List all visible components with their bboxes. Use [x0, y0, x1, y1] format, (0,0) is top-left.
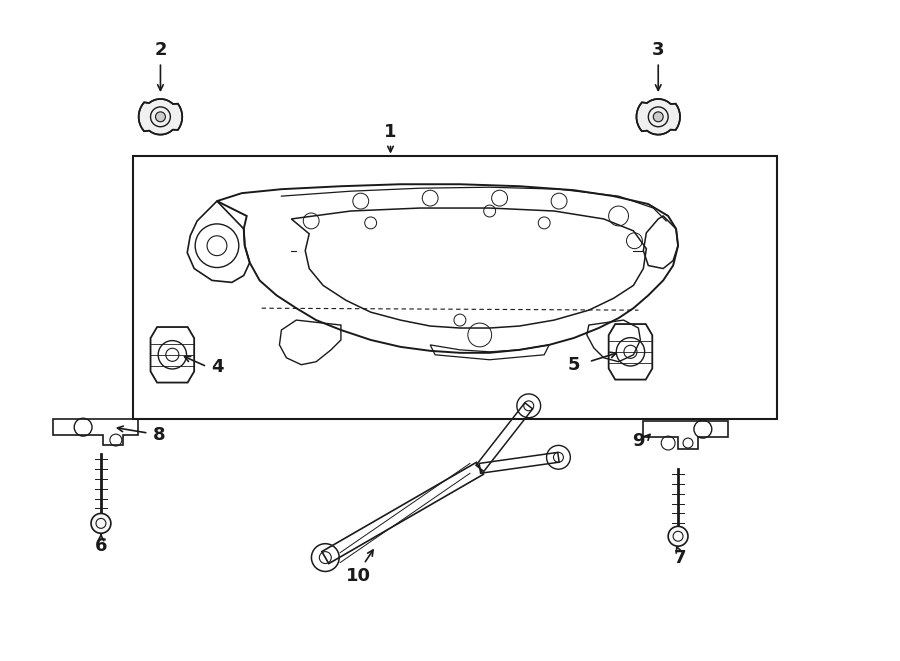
- Text: 5: 5: [568, 356, 580, 373]
- Circle shape: [156, 112, 166, 122]
- Bar: [132, 157, 778, 419]
- Circle shape: [668, 526, 688, 546]
- Circle shape: [91, 514, 111, 533]
- Polygon shape: [636, 99, 680, 135]
- Text: 6: 6: [94, 537, 107, 555]
- Text: 10: 10: [346, 567, 372, 585]
- Polygon shape: [139, 99, 183, 135]
- Text: 4: 4: [211, 358, 223, 375]
- Text: 7: 7: [674, 549, 687, 567]
- Text: 3: 3: [652, 42, 664, 59]
- Text: 9: 9: [632, 432, 644, 450]
- Text: 1: 1: [384, 123, 397, 141]
- Text: 8: 8: [153, 426, 166, 444]
- Text: 2: 2: [154, 42, 166, 59]
- Circle shape: [653, 112, 663, 122]
